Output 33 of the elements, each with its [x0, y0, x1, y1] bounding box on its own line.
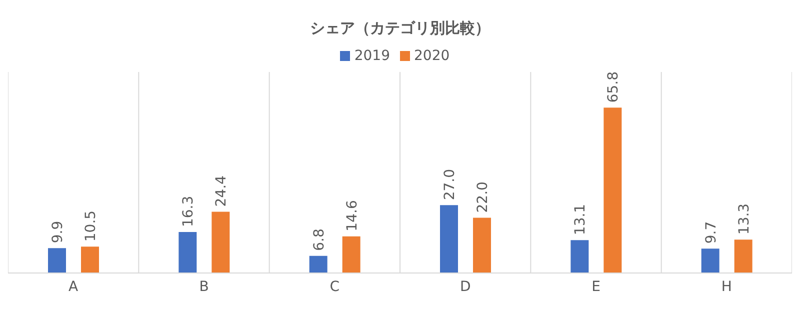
- bar: [734, 240, 752, 273]
- bar: [212, 212, 230, 273]
- chart-title: シェア（カテゴリ別比較）: [309, 18, 491, 39]
- bar: [604, 108, 622, 273]
- bar: [570, 240, 589, 273]
- bar: [473, 218, 491, 273]
- data-label: 65.8: [606, 72, 622, 103]
- data-label: 13.1: [572, 204, 589, 236]
- bar: [48, 248, 66, 273]
- x-tick-label: D: [460, 278, 471, 295]
- x-tick-label: E: [592, 278, 600, 295]
- legend-label: 2019: [354, 48, 390, 64]
- legend-label: 2020: [414, 48, 450, 64]
- data-label: 10.5: [83, 210, 99, 242]
- x-tick-label: A: [68, 278, 79, 295]
- data-label: 6.8: [311, 228, 328, 251]
- data-label: 9.9: [50, 220, 66, 244]
- x-tick-label: B: [199, 278, 209, 295]
- bar: [309, 256, 328, 273]
- data-label: 14.6: [344, 200, 360, 232]
- x-tick-label: H: [721, 278, 732, 295]
- data-label: 16.3: [180, 196, 197, 228]
- bar: [81, 246, 99, 273]
- data-label: 9.7: [703, 221, 720, 244]
- x-tick-label: C: [330, 278, 340, 295]
- bar: [440, 205, 458, 273]
- data-label: 22.0: [475, 182, 491, 213]
- bar: [342, 236, 360, 273]
- bar: [701, 248, 720, 273]
- data-label: 13.3: [736, 203, 752, 235]
- bar: [178, 232, 197, 273]
- data-label: 24.4: [214, 175, 230, 207]
- data-label: 27.0: [442, 168, 458, 200]
